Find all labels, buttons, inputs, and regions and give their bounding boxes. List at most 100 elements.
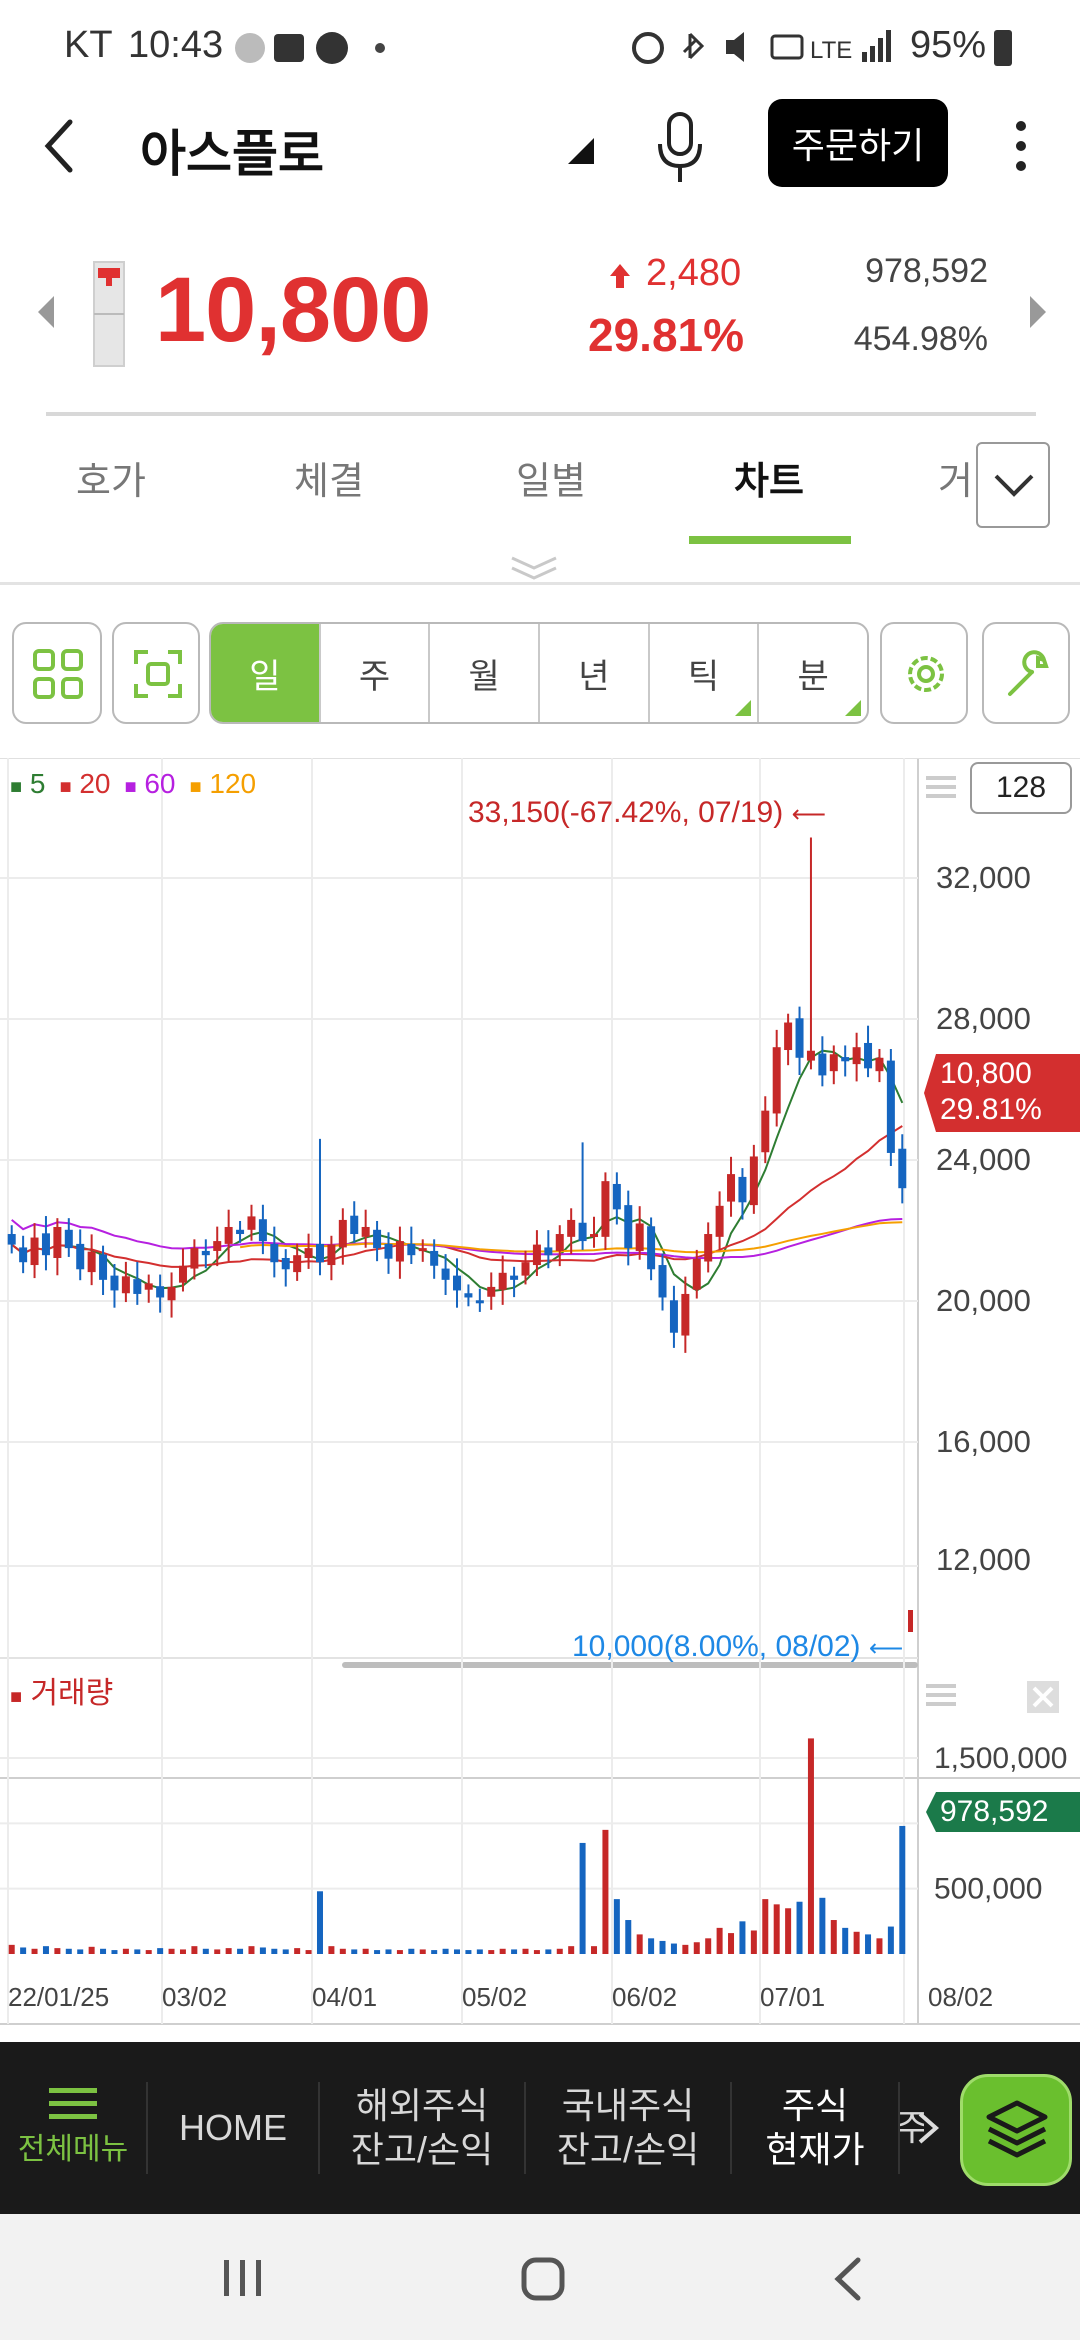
candle-body	[361, 1226, 370, 1237]
tab-daily[interactable]: 일별	[516, 461, 586, 503]
stock-title[interactable]: 아스플로	[140, 126, 324, 182]
candle	[293, 1243, 302, 1281]
candle-body	[704, 1234, 713, 1262]
candle-body	[258, 1219, 267, 1242]
candle	[327, 1235, 336, 1281]
candle	[384, 1232, 393, 1274]
ma20-legend: ■ 20	[59, 768, 111, 799]
layers-fab[interactable]	[960, 2074, 1072, 2186]
nav-domestic-balance[interactable]: 국내주식 잔고/손익	[526, 2042, 730, 2214]
candle-count-box[interactable]: 128	[970, 762, 1072, 814]
volume-bar	[659, 1940, 666, 1954]
candle	[64, 1218, 73, 1257]
candle	[361, 1209, 370, 1248]
candle-body	[612, 1183, 621, 1210]
candle	[281, 1249, 290, 1287]
up-arrow-icon	[610, 264, 630, 288]
candle	[578, 1142, 587, 1250]
prev-stock-icon[interactable]	[34, 294, 58, 330]
recent-apps-icon[interactable]	[218, 2258, 268, 2298]
volume-bar	[648, 1938, 655, 1954]
candle	[669, 1285, 678, 1348]
volume-bar	[157, 1948, 164, 1954]
price-area: 10,800 2,480 29.81% 978,592 454.98%	[0, 200, 1080, 416]
battery-icon	[994, 30, 1012, 66]
candle-body	[87, 1251, 96, 1273]
candle-body	[30, 1237, 39, 1266]
nav-all-menu[interactable]: 전체메뉴	[0, 2042, 146, 2214]
candle	[395, 1226, 404, 1279]
x-tick-label: 06/02	[612, 1982, 677, 2012]
price-tick-label: 32,000	[936, 860, 1031, 895]
candle-body	[521, 1262, 530, 1276]
volume-bar	[351, 1949, 358, 1954]
candle-body	[578, 1222, 587, 1242]
candle	[875, 1048, 884, 1083]
volume-bar	[305, 1950, 312, 1954]
candle	[544, 1230, 553, 1269]
back-icon[interactable]	[40, 116, 80, 176]
high-annotation: 33,150(-67.42%, 07/19) ⟵	[468, 796, 826, 829]
volume-bar	[476, 1949, 483, 1954]
order-button[interactable]: 주문하기	[768, 99, 948, 187]
volume-menu-icon[interactable]	[924, 1680, 958, 1710]
tab-chart[interactable]: 차트	[734, 461, 804, 503]
candle-body	[555, 1234, 564, 1251]
volume-value: 978,592	[865, 252, 988, 290]
volume-bar	[442, 1948, 449, 1954]
tab-expand-button[interactable]	[976, 442, 1050, 528]
back-nav-icon[interactable]	[828, 2254, 868, 2304]
nav-scroll-right-icon[interactable]	[916, 2110, 942, 2146]
notification-icons	[235, 32, 385, 64]
candle-body	[510, 1275, 519, 1280]
more-vert-icon[interactable]	[1006, 116, 1036, 176]
candle	[852, 1032, 861, 1082]
close-panel-icon[interactable]	[1026, 1680, 1060, 1714]
period-minute[interactable]: 분	[759, 624, 867, 722]
home-icon[interactable]	[520, 2256, 566, 2302]
chart-settings-button[interactable]	[880, 622, 968, 724]
nav-home[interactable]: HOME	[148, 2042, 318, 2214]
chart-menu-icon[interactable]	[924, 772, 958, 802]
period-month[interactable]: 월	[430, 624, 541, 722]
tools-button[interactable]	[982, 622, 1070, 724]
period-tick[interactable]: 틱	[650, 624, 760, 722]
fullscreen-button[interactable]	[112, 622, 200, 724]
candle-body	[624, 1205, 633, 1249]
volume-bar	[77, 1949, 84, 1954]
candle	[99, 1245, 108, 1296]
period-day[interactable]: 일	[211, 624, 321, 722]
collapse-handle-icon[interactable]	[506, 554, 562, 582]
candle-body	[898, 1148, 907, 1189]
volume-bar	[168, 1948, 175, 1954]
volume-bar	[191, 1946, 198, 1954]
tab-trades[interactable]: 체결	[294, 461, 364, 503]
nav-overseas-balance[interactable]: 해외주식 잔고/손익	[320, 2042, 524, 2214]
tab-partial[interactable]: 거	[938, 461, 972, 503]
volume-bar	[31, 1948, 38, 1954]
price-tick-label-partial: 12,000	[936, 1542, 1031, 1577]
next-stock-icon[interactable]	[1026, 294, 1050, 330]
layout-grid-button[interactable]	[12, 622, 102, 724]
tab-hoga[interactable]: 호가	[76, 461, 146, 503]
volume-bar	[853, 1931, 860, 1954]
nav-current-price[interactable]: 주식 현재가	[732, 2042, 898, 2214]
candle	[635, 1206, 644, 1260]
candle	[121, 1261, 130, 1303]
candle	[898, 1134, 907, 1204]
price-tag-shape	[924, 1054, 1080, 1132]
microphone-icon[interactable]	[652, 110, 708, 186]
candle	[761, 1096, 770, 1164]
price-divider	[46, 412, 1036, 416]
stock-chart[interactable]: 22/01/25 03/02 04/01 05/02 06/02 07/01 08/02 32…	[0, 758, 1080, 2030]
candle-body	[327, 1244, 336, 1266]
chart-toolbar: 일 주 월 년 틱 분	[0, 620, 1080, 728]
candle-body	[681, 1293, 690, 1336]
period-year[interactable]: 년	[540, 624, 650, 722]
period-week[interactable]: 주	[321, 624, 431, 722]
title-dropdown-icon[interactable]	[566, 136, 596, 166]
candle	[612, 1172, 621, 1225]
volume-bar	[819, 1897, 826, 1954]
volume-bar	[54, 1948, 61, 1954]
bottom-nav: 전체메뉴 HOME 해외주식 잔고/손익 국내주식 잔고/손익 주식 현재가 주	[0, 2042, 1080, 2214]
